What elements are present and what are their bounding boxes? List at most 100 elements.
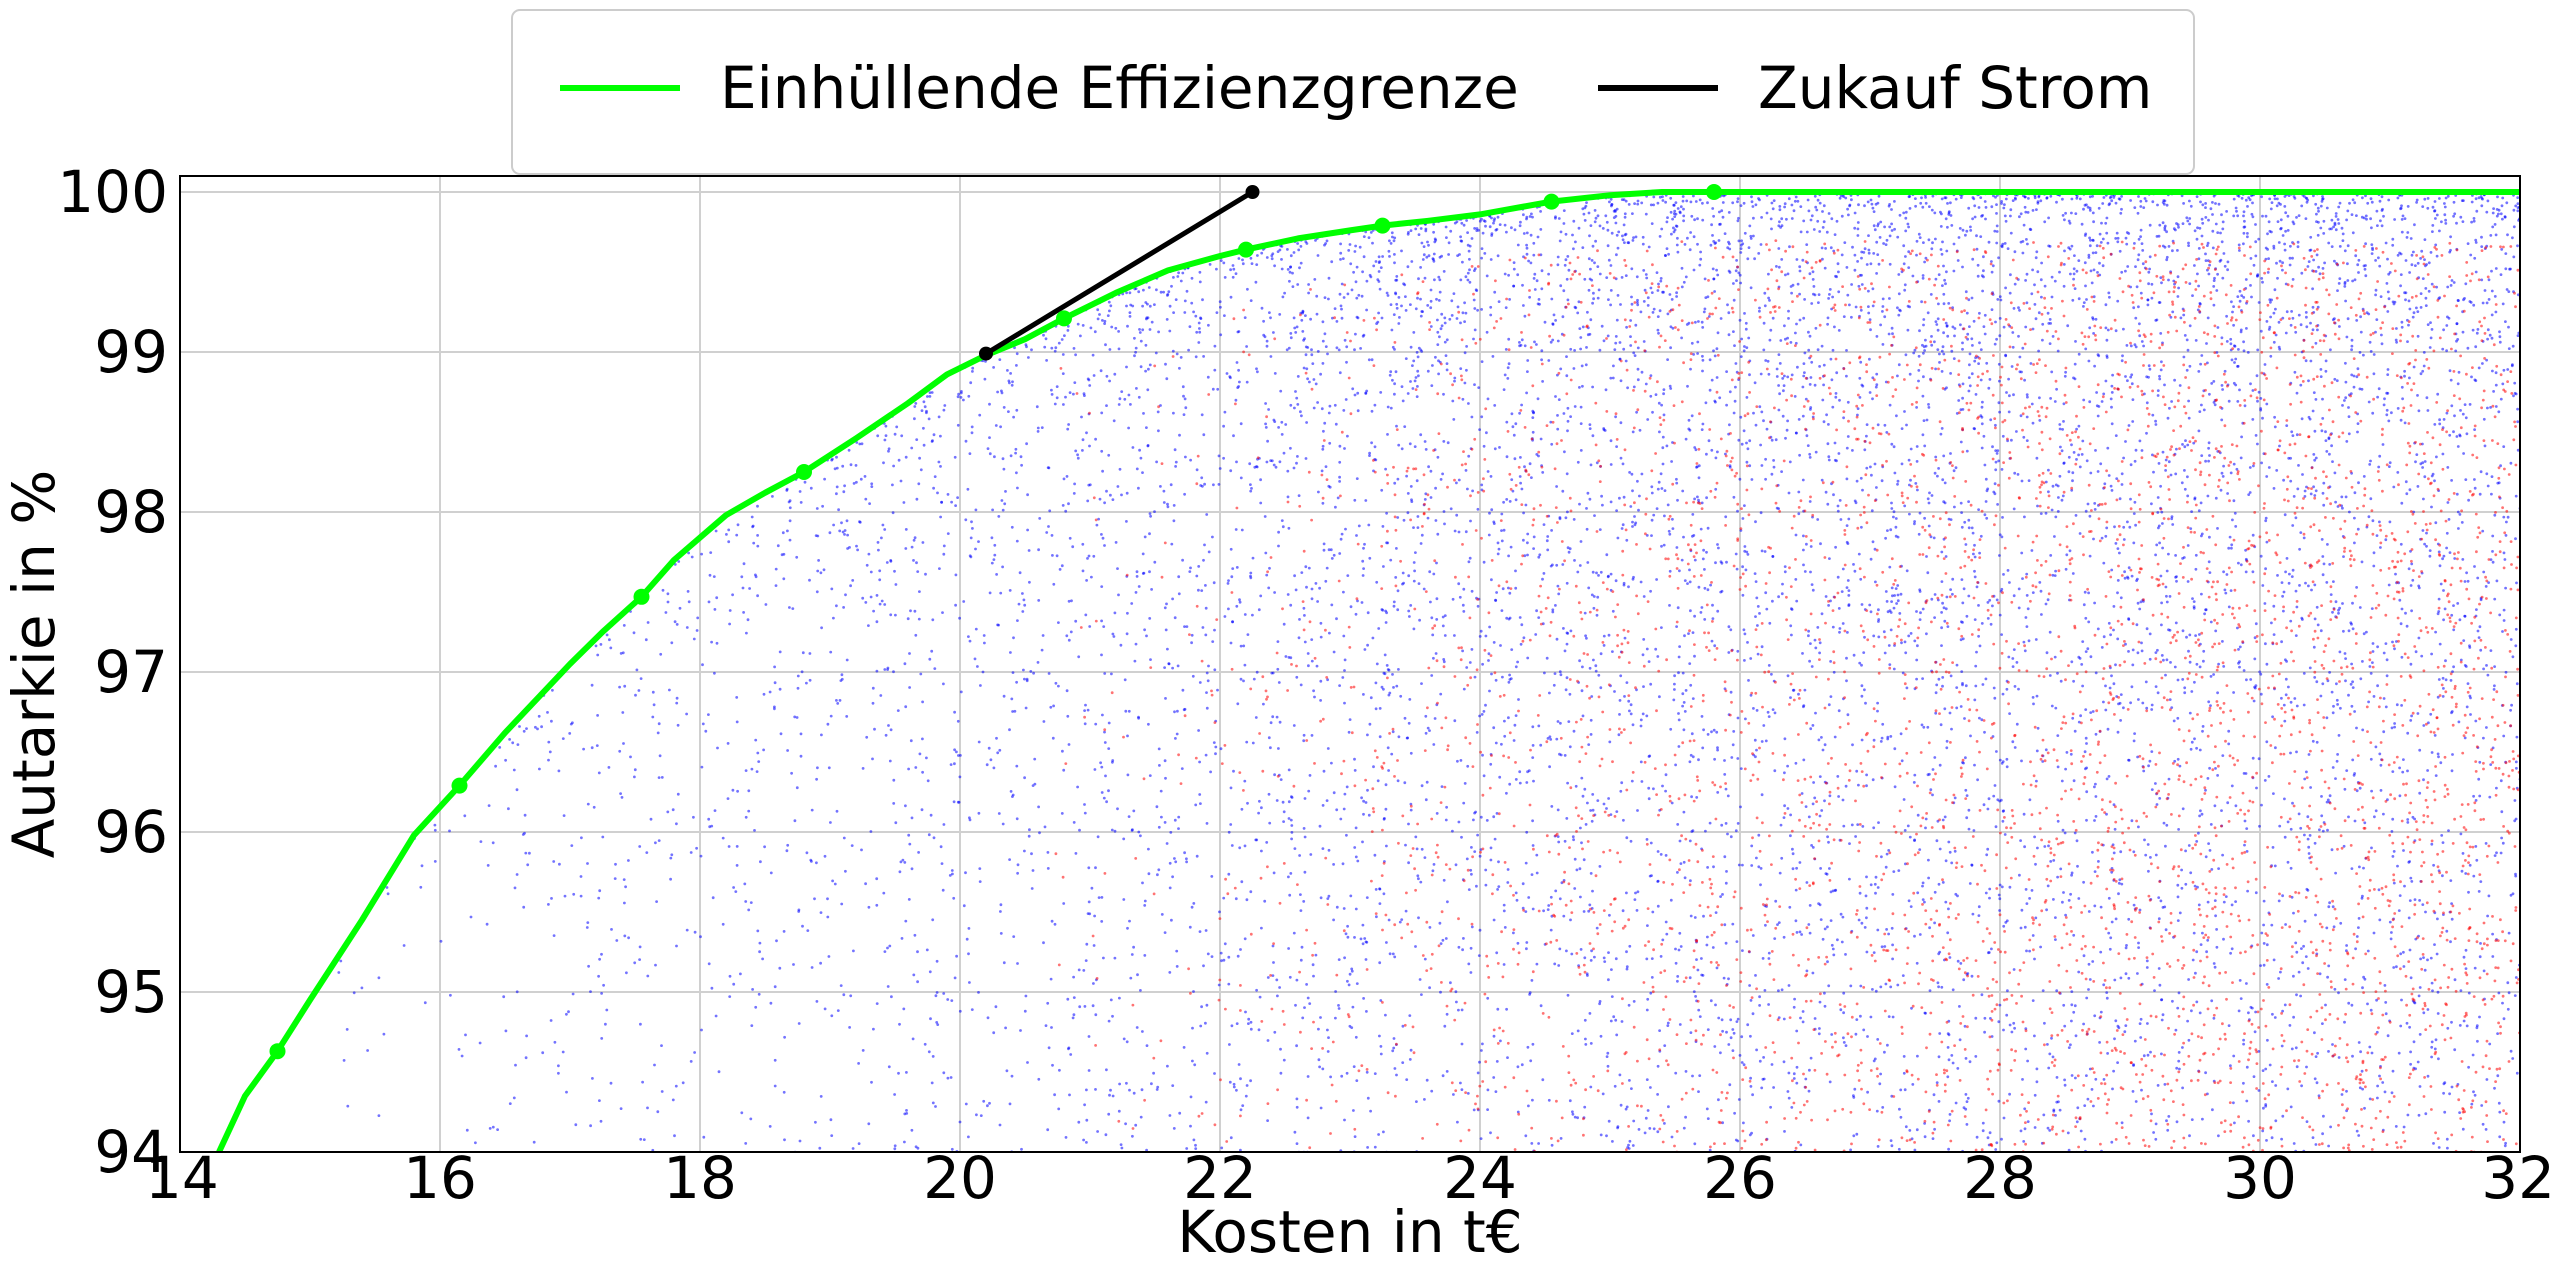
scatter-point xyxy=(2394,572,2397,576)
scatter-point xyxy=(1968,325,1971,328)
scatter-point xyxy=(2329,348,2332,352)
scatter-point xyxy=(2079,714,2083,718)
scatter-point xyxy=(2322,219,2326,223)
scatter-point xyxy=(2259,692,2263,696)
scatter-point xyxy=(1752,216,1755,220)
scatter-point xyxy=(1430,384,1434,387)
scatter-point xyxy=(1595,613,1599,617)
scatter-point xyxy=(2434,521,2438,525)
scatter-point xyxy=(2467,1065,2471,1069)
scatter-point xyxy=(2350,338,2354,342)
scatter-point xyxy=(1578,502,1581,506)
scatter-point xyxy=(2516,209,2520,213)
scatter-point xyxy=(1016,962,1019,965)
scatter-point xyxy=(1532,547,1535,550)
scatter-point xyxy=(908,842,912,846)
scatter-point xyxy=(2022,812,2026,816)
scatter-point xyxy=(823,1007,827,1011)
scatter-point xyxy=(2160,360,2163,364)
scatter-point xyxy=(1396,779,1400,783)
scatter-point xyxy=(1391,1049,1395,1053)
scatter-point xyxy=(2208,263,2212,267)
scatter-point xyxy=(2307,260,2311,263)
scatter-point xyxy=(1023,849,1026,853)
scatter-point xyxy=(2357,926,2360,929)
scatter-point xyxy=(675,701,679,705)
scatter-point xyxy=(1486,397,1490,401)
scatter-point xyxy=(2416,394,2419,397)
scatter-point xyxy=(2079,1129,2083,1133)
scatter-point xyxy=(2267,220,2271,224)
scatter-point xyxy=(2035,1067,2039,1071)
scatter-point xyxy=(1211,535,1214,539)
scatter-point xyxy=(2430,842,2434,846)
scatter-point xyxy=(2110,920,2114,924)
scatter-point xyxy=(1795,1065,1799,1069)
scatter-point xyxy=(1087,1035,1091,1038)
scatter-point xyxy=(2319,694,2323,698)
scatter-point xyxy=(2154,1122,2158,1126)
scatter-point xyxy=(1736,197,1740,201)
scatter-point xyxy=(1970,372,1974,376)
scatter-point xyxy=(904,919,908,923)
scatter-point xyxy=(1040,426,1044,429)
scatter-point xyxy=(597,974,600,978)
scatter-point xyxy=(899,860,903,864)
scatter-point xyxy=(2484,1128,2488,1131)
scatter-point xyxy=(1441,472,1444,476)
scatter-point xyxy=(2492,688,2496,691)
scatter-point xyxy=(1996,449,2000,452)
scatter-point xyxy=(1229,1136,1233,1140)
scatter-point xyxy=(1742,1121,1745,1125)
scatter-point xyxy=(1531,1042,1535,1046)
scatter-point xyxy=(756,929,760,933)
scatter-point xyxy=(1022,668,1025,672)
scatter-point xyxy=(1666,312,1670,316)
scatter-point xyxy=(1273,372,1277,375)
scatter-point xyxy=(2214,629,2218,633)
scatter-point xyxy=(1695,796,1699,799)
scatter-point xyxy=(2097,206,2101,210)
scatter-point xyxy=(1871,304,1875,308)
scatter-point xyxy=(1754,974,1757,977)
scatter-point xyxy=(2473,565,2476,568)
scatter-point xyxy=(1412,579,1416,583)
scatter-point xyxy=(2094,795,2098,798)
scatter-point xyxy=(2212,1166,2215,1169)
scatter-point xyxy=(1510,478,1514,481)
scatter-point xyxy=(988,402,991,406)
scatter-point xyxy=(1933,921,1936,925)
scatter-point xyxy=(1867,289,1870,293)
scatter-point xyxy=(1445,362,1449,365)
scatter-point xyxy=(1689,200,1693,204)
scatter-point xyxy=(1711,603,1714,607)
scatter-point xyxy=(1473,850,1477,853)
scatter-point xyxy=(931,1101,935,1105)
scatter-point xyxy=(1956,259,1960,262)
scatter-point xyxy=(2237,648,2240,651)
scatter-point xyxy=(2056,671,2059,675)
scatter-point xyxy=(1903,283,1907,287)
scatter-point xyxy=(999,910,1002,913)
scatter-point xyxy=(742,562,746,566)
scatter-point xyxy=(2188,364,2192,368)
scatter-point xyxy=(2050,275,2054,279)
scatter-point xyxy=(1723,232,1727,236)
scatter-point xyxy=(2148,223,2152,227)
scatter-point xyxy=(660,1090,664,1093)
scatter-point xyxy=(2514,760,2518,764)
scatter-point xyxy=(1918,329,1921,333)
scatter-point xyxy=(2176,275,2180,279)
scatter-point xyxy=(2164,469,2168,472)
scatter-point xyxy=(988,452,992,456)
scatter-point xyxy=(1157,747,1161,751)
scatter-point xyxy=(2490,313,2494,317)
scatter-point xyxy=(872,1027,875,1031)
scatter-point xyxy=(1364,958,1368,961)
scatter-point xyxy=(1321,1067,1325,1071)
scatter-point xyxy=(1973,215,1977,219)
scatter-point xyxy=(2491,225,2495,229)
scatter-point xyxy=(2246,235,2249,239)
scatter-point xyxy=(2131,663,2135,667)
scatter-point xyxy=(1195,468,1199,472)
